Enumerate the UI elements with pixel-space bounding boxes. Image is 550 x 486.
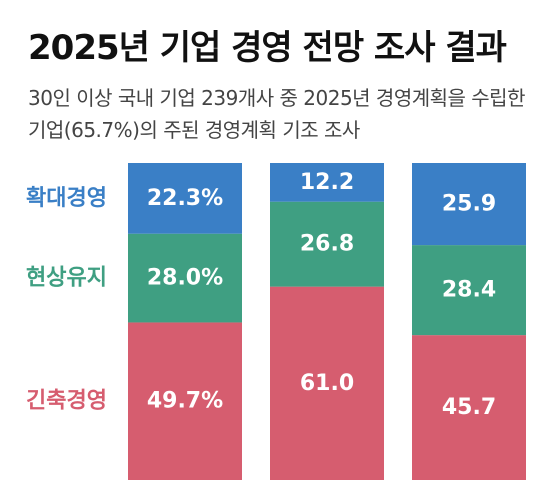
series-label: 긴축경영	[26, 389, 107, 414]
bar-segment	[128, 233, 242, 323]
chart-title: 2025년 기업 경영 전망 조사 결과	[28, 28, 507, 68]
bar-segment	[128, 163, 242, 234]
data-label: 28.0%	[147, 266, 223, 291]
bar-segment	[270, 163, 384, 202]
series-label: 확대경영	[26, 186, 107, 211]
bar-segment	[128, 322, 242, 480]
data-label: 12.2	[300, 170, 354, 195]
bar-segment	[412, 245, 526, 336]
chart-subtitle: 30인 이상 국내 기업 239개사 중 2025년 경영계획을 수립한 기업(…	[28, 86, 525, 142]
data-label: 26.8	[300, 232, 354, 257]
bar-segment	[412, 163, 526, 246]
bar-segment	[270, 201, 384, 287]
bar-segment	[270, 286, 384, 480]
data-label: 49.7%	[147, 389, 223, 414]
data-label: 61.0	[300, 371, 354, 396]
data-label: 28.4	[442, 278, 496, 303]
data-label: 25.9	[442, 192, 496, 217]
data-label: 45.7	[442, 395, 496, 420]
series-label: 현상유지	[26, 266, 107, 291]
bar-segment	[412, 335, 526, 480]
data-label: 22.3%	[147, 186, 223, 211]
